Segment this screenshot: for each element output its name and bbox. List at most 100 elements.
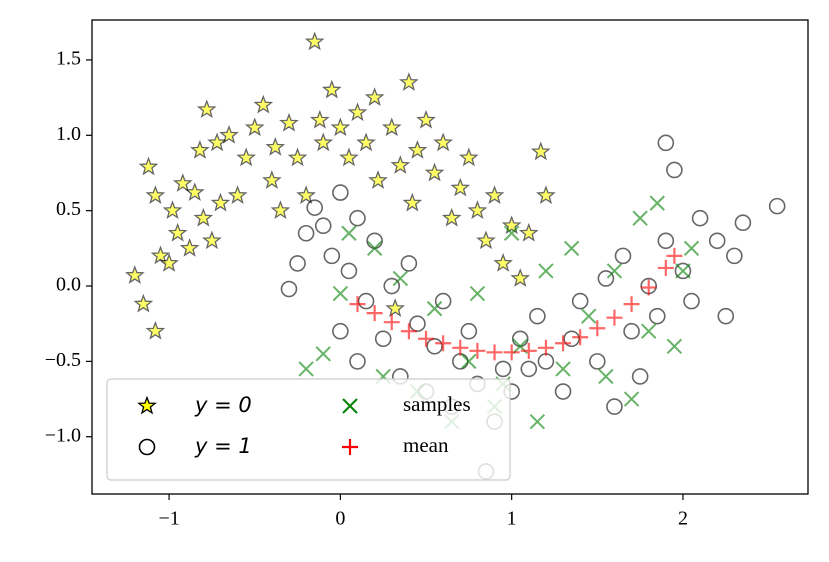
circle-marker: [768, 197, 786, 215]
circle-marker: [691, 209, 709, 227]
circle-marker: [289, 255, 306, 272]
circle-marker: [666, 161, 683, 179]
x-marker: [666, 338, 683, 355]
star-marker: [385, 298, 406, 318]
plus-marker: [349, 296, 366, 313]
x-marker: [649, 195, 665, 211]
circle-marker: [623, 322, 640, 340]
circle-marker: [349, 353, 366, 370]
x-marker: [640, 323, 657, 339]
plus-marker: [537, 339, 554, 356]
plus-marker: [623, 296, 640, 313]
star-marker: [133, 293, 154, 313]
circle-marker: [717, 307, 735, 325]
circle-marker: [631, 368, 649, 385]
plus-marker: [486, 344, 503, 361]
star-marker: [219, 124, 239, 144]
plus-marker: [366, 305, 383, 322]
x-tick-label: 1: [507, 508, 517, 530]
circle-marker: [297, 224, 315, 242]
x-marker: [683, 240, 700, 257]
star-marker: [518, 222, 539, 242]
star-marker: [339, 147, 359, 167]
plus-marker: [503, 344, 520, 361]
star-marker: [402, 192, 423, 212]
legend-label: mean: [403, 433, 449, 457]
plus-marker: [383, 314, 400, 331]
plus-marker: [572, 329, 589, 346]
star-marker: [179, 237, 200, 257]
circle-marker: [648, 307, 666, 325]
legend-label: y = 0: [194, 393, 252, 417]
x-marker: [598, 368, 614, 385]
x-marker: [392, 270, 409, 287]
y-tick-label: 0.5: [56, 198, 81, 220]
circle-marker: [511, 330, 529, 348]
circle-marker: [460, 322, 478, 340]
star-marker: [321, 79, 342, 99]
plus-marker: [342, 439, 358, 455]
star-marker: [304, 31, 325, 51]
star-marker: [184, 182, 205, 201]
y-tick-label: 0.0: [56, 274, 81, 296]
star-marker: [484, 185, 505, 204]
circle-marker: [374, 330, 392, 348]
circle-marker: [726, 247, 743, 265]
circle-marker: [554, 383, 572, 400]
legend: y = 0 y = 1 samples mean: [106, 378, 511, 481]
x-marker: [332, 285, 349, 302]
legend-label: y = 1: [194, 434, 252, 458]
circle-marker: [529, 307, 546, 325]
circle-marker: [494, 360, 512, 378]
circle-marker: [349, 209, 366, 227]
plus-marker: [418, 330, 435, 347]
circle-marker: [357, 292, 375, 310]
star-marker: [253, 94, 274, 114]
plus-marker: [606, 309, 623, 326]
circle-marker: [571, 292, 589, 310]
star-marker: [458, 147, 479, 167]
circle-marker: [409, 315, 426, 332]
star-marker: [433, 132, 453, 152]
star-marker: [236, 147, 257, 167]
circle-marker: [451, 353, 469, 370]
star-marker: [450, 177, 471, 197]
x-marker: [503, 225, 520, 241]
legend-box: [106, 378, 511, 481]
circle-marker: [537, 353, 555, 370]
circle-marker: [366, 232, 383, 250]
plus-marker: [435, 335, 452, 352]
y-tick-label: −0.5: [45, 349, 81, 371]
star-marker: [476, 230, 496, 250]
circle-marker: [589, 353, 606, 370]
star-marker: [159, 253, 179, 272]
x-marker: [315, 346, 331, 362]
circle-marker: [708, 232, 726, 250]
star-marker: [172, 173, 193, 192]
star-marker: [399, 72, 419, 91]
x-marker: [606, 263, 623, 279]
circle-marker: [383, 277, 401, 295]
circle-marker: [734, 214, 752, 232]
star-marker: [207, 132, 227, 152]
star-marker: [347, 102, 368, 122]
star-marker: [390, 155, 411, 174]
x-marker: [563, 240, 580, 257]
circle-marker: [657, 232, 675, 250]
plus-marker: [520, 342, 537, 359]
star-marker: [162, 200, 183, 220]
star-marker: [441, 207, 462, 227]
star-marker: [407, 140, 428, 159]
circle-marker: [520, 360, 538, 378]
star-marker: [137, 395, 157, 415]
plus-marker: [469, 342, 486, 359]
star-marker: [244, 117, 265, 137]
star-marker: [424, 162, 445, 182]
x-marker: [623, 391, 640, 407]
x-marker: [555, 361, 571, 377]
plus-marker: [589, 320, 606, 337]
y-tick-label: 1.5: [56, 48, 81, 70]
circle-marker: [657, 134, 675, 152]
star-marker: [138, 156, 159, 176]
star-marker: [270, 200, 291, 220]
